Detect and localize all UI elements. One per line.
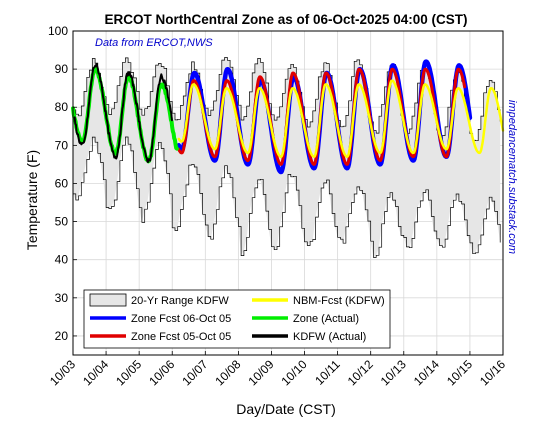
legend-label-range: 20-Yr Range KDFW bbox=[131, 295, 229, 307]
plot-frame bbox=[72, 30, 504, 356]
legend-label-actual: Zone (Actual) bbox=[293, 313, 359, 325]
data-source-note: Data from ERCOT,NWS bbox=[95, 37, 213, 49]
series-line-kdfw bbox=[73, 63, 173, 163]
y-tick-label: 70 bbox=[55, 138, 69, 152]
y-tick-label: 40 bbox=[55, 253, 69, 267]
legend-label-nbm: NBM-Fcst (KDFW) bbox=[293, 295, 385, 307]
y-tick-label: 100 bbox=[48, 24, 68, 38]
y-tick-label: 60 bbox=[55, 176, 69, 190]
legend-label-kdfw: KDFW (Actual) bbox=[293, 331, 366, 343]
watermark-text: impedancematch.substack.com bbox=[506, 100, 518, 254]
legend-swatch-range bbox=[89, 293, 127, 307]
y-axis-label: Temperature (F) bbox=[24, 150, 40, 250]
series-lines bbox=[71, 59, 505, 175]
series-line-nbm bbox=[177, 79, 505, 158]
range-band-fill bbox=[73, 57, 501, 258]
x-axis-label: Day/Date (CST) bbox=[236, 401, 336, 417]
y-tick-label: 50 bbox=[55, 215, 69, 229]
y-tick-label: 20 bbox=[55, 329, 69, 343]
chart-title: ERCOT NorthCentral Zone as of 06-Oct-202… bbox=[104, 12, 467, 27]
range-lower-edge bbox=[73, 136, 501, 258]
legend-label-fcst05: Zone Fcst 05-Oct 05 bbox=[131, 331, 231, 343]
y-tick-label: 90 bbox=[55, 62, 69, 76]
y-tick-label: 30 bbox=[55, 291, 69, 305]
y-tick-label: 80 bbox=[55, 100, 69, 114]
legend-label-fcst06: Zone Fcst 06-Oct 05 bbox=[131, 313, 231, 325]
legend-box bbox=[83, 289, 391, 349]
legend: 20-Yr Range KDFW NBM-Fcst (KDFW) Zone Fcst… bbox=[83, 289, 391, 349]
y-tick-labels: 20 30 40 50 60 70 80 90 100 bbox=[48, 24, 68, 343]
axes bbox=[72, 30, 504, 356]
